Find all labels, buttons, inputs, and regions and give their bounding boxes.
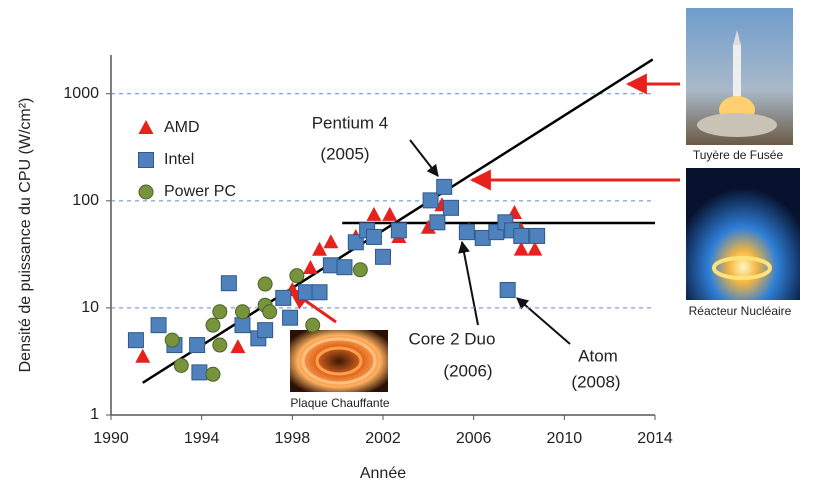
square-marker (513, 227, 530, 244)
triangle-marker (382, 206, 398, 221)
trend-line (142, 58, 654, 384)
square-marker (322, 257, 339, 274)
x-tick-label: 1990 (93, 430, 129, 447)
y-tick-label: 100 (72, 192, 99, 209)
annotation-arrow (516, 297, 571, 345)
y-tick-label: 10 (81, 299, 99, 316)
x-tick-label: 1994 (184, 430, 220, 447)
circle-marker (262, 304, 278, 320)
triangle-marker (323, 234, 339, 249)
annotation-arrow (409, 139, 439, 177)
annotation: Core 2 Duo (409, 329, 496, 348)
square-marker (127, 332, 144, 349)
legend-label: Intel (164, 151, 194, 168)
triangle-marker (230, 339, 246, 354)
triangle-marker (513, 241, 529, 256)
square-marker (529, 227, 546, 244)
triangle-marker (302, 259, 318, 274)
y-tick-label: 1 (90, 406, 99, 423)
square-marker (375, 248, 391, 265)
square-marker (191, 364, 208, 381)
legend-marker (138, 152, 154, 168)
triangle-marker (527, 241, 543, 256)
circle-marker (234, 304, 250, 320)
legend-marker (138, 184, 154, 200)
annotation: (2005) (320, 144, 369, 163)
square-marker (458, 224, 475, 241)
circle-marker (212, 337, 228, 353)
square-marker (336, 259, 353, 276)
triangle-marker (312, 241, 328, 256)
circle-marker (352, 262, 368, 278)
legend-label: Power PC (164, 183, 236, 200)
y-tick-label: 1000 (63, 85, 99, 102)
square-marker (282, 309, 299, 326)
square-marker (422, 192, 439, 209)
square-marker (311, 284, 328, 301)
circle-marker (205, 366, 221, 382)
square-marker (347, 234, 364, 251)
triangle-marker (135, 348, 151, 363)
legend-label: AMD (164, 119, 200, 136)
image-caption: Plaque Chauffante (290, 396, 390, 410)
x-tick-label: 2002 (365, 430, 401, 447)
x-tick-label: 2006 (456, 430, 492, 447)
square-marker (474, 229, 491, 246)
square-marker (365, 228, 382, 245)
annotation-arrow (458, 240, 479, 326)
image-caption: Réacteur Nucléaire (689, 304, 792, 318)
square-marker (390, 222, 407, 239)
square-marker (189, 337, 206, 354)
circle-marker (173, 357, 189, 373)
square-marker (436, 178, 453, 195)
square-marker (297, 284, 314, 301)
circle-marker (205, 317, 221, 333)
annotation: Atom (578, 346, 618, 365)
square-marker (499, 281, 516, 298)
rocket-image (686, 8, 793, 145)
circle-marker (289, 268, 305, 284)
circle-marker (305, 317, 321, 333)
square-marker (275, 289, 292, 306)
square-marker (257, 322, 274, 339)
circle-marker (212, 304, 228, 320)
x-tick-label: 2014 (637, 430, 673, 447)
circle-marker (164, 332, 180, 348)
annotation: (2006) (443, 361, 492, 380)
y-axis-label: Densité de puissance du CPU (W/cm²) (17, 98, 34, 373)
annotation: Pentium 4 (312, 113, 389, 132)
square-marker (234, 317, 251, 334)
square-marker (220, 275, 237, 292)
square-marker (443, 199, 459, 216)
square-marker (429, 214, 446, 231)
image-caption: Tuyère de Fusée (693, 148, 784, 162)
reactor-image (686, 168, 800, 300)
annotation: (2008) (571, 372, 620, 391)
hotplate-image (290, 330, 388, 392)
square-marker (150, 317, 167, 334)
x-tick-label: 2010 (547, 430, 583, 447)
circle-marker (257, 276, 273, 292)
triangle-marker (366, 206, 382, 221)
x-tick-label: 1998 (275, 430, 311, 447)
legend-marker (138, 120, 154, 134)
x-axis-label: Année (360, 465, 406, 482)
